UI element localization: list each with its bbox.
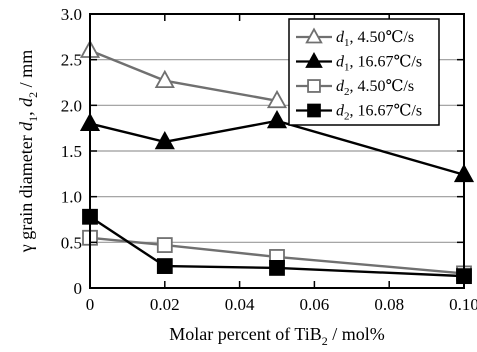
x-tick-label: 0.02: [150, 295, 180, 314]
series-line: [89, 49, 278, 102]
data-point: [269, 260, 285, 276]
legend-marker: [307, 103, 321, 118]
data-point: [156, 237, 173, 253]
series-4: [82, 208, 472, 285]
x-axis-title-subscript: 2: [322, 334, 328, 348]
data-point: [266, 109, 288, 129]
y-axis-title: γ grain diameter d1, d2 / mm: [16, 50, 40, 253]
y-tick-label: 0.5: [61, 233, 82, 252]
x-tick-label: 0.08: [374, 295, 404, 314]
legend-entry: d1, 4.50℃/s: [296, 27, 414, 49]
axis-ticks: 0 0.5 1.0 1.5 2.0 2.5 3.0 0 0.02 0.04 0.06 0.08 0.10: [61, 5, 477, 314]
legend-label: d2, 4.50℃/s: [336, 78, 414, 98]
data-point: [154, 69, 175, 89]
series-1: [79, 39, 288, 109]
data-point: [156, 258, 173, 274]
x-tick-label: 0.10: [449, 295, 477, 314]
data-point: [154, 131, 175, 150]
legend-entries: d1, 4.50℃/s d1, 16.67℃/s d2, 4.50℃/s d2, 16…: [296, 27, 422, 123]
x-tick-label: 0.04: [225, 295, 255, 314]
series-line: [89, 215, 465, 278]
legend-label: d1, 4.50℃/s: [336, 29, 414, 49]
y-tick-label: 2.0: [61, 96, 82, 115]
x-axis-title: Molar percent of TiB2 / mol%: [169, 324, 385, 348]
legend-marker: [305, 27, 323, 44]
x-tick-label: 0: [86, 295, 95, 314]
x-tick-label: 0.06: [300, 295, 330, 314]
legend-marker: [305, 51, 323, 68]
legend-entry: d2, 4.50℃/s: [296, 78, 414, 98]
y-tick-label: 3.0: [61, 5, 82, 24]
legend-marker: [307, 79, 321, 93]
legend-label: d2, 16.67℃/s: [336, 103, 422, 123]
legend-label: d1, 16.67℃/s: [336, 54, 422, 74]
y-tick-label: 1.0: [61, 188, 82, 207]
legend-entry: d2, 16.67℃/s: [296, 103, 422, 123]
y-tick-label: 0: [74, 279, 83, 298]
y-tick-label: 2.5: [61, 51, 82, 70]
data-point: [266, 89, 288, 109]
y-tick-label: 1.5: [61, 142, 82, 161]
legend: d1, 4.50℃/s d1, 16.67℃/s d2, 4.50℃/s d2, 16…: [288, 18, 440, 126]
legend-entry: d1, 16.67℃/s: [296, 51, 422, 74]
series-line: [89, 119, 465, 176]
series-layer: [79, 39, 475, 285]
